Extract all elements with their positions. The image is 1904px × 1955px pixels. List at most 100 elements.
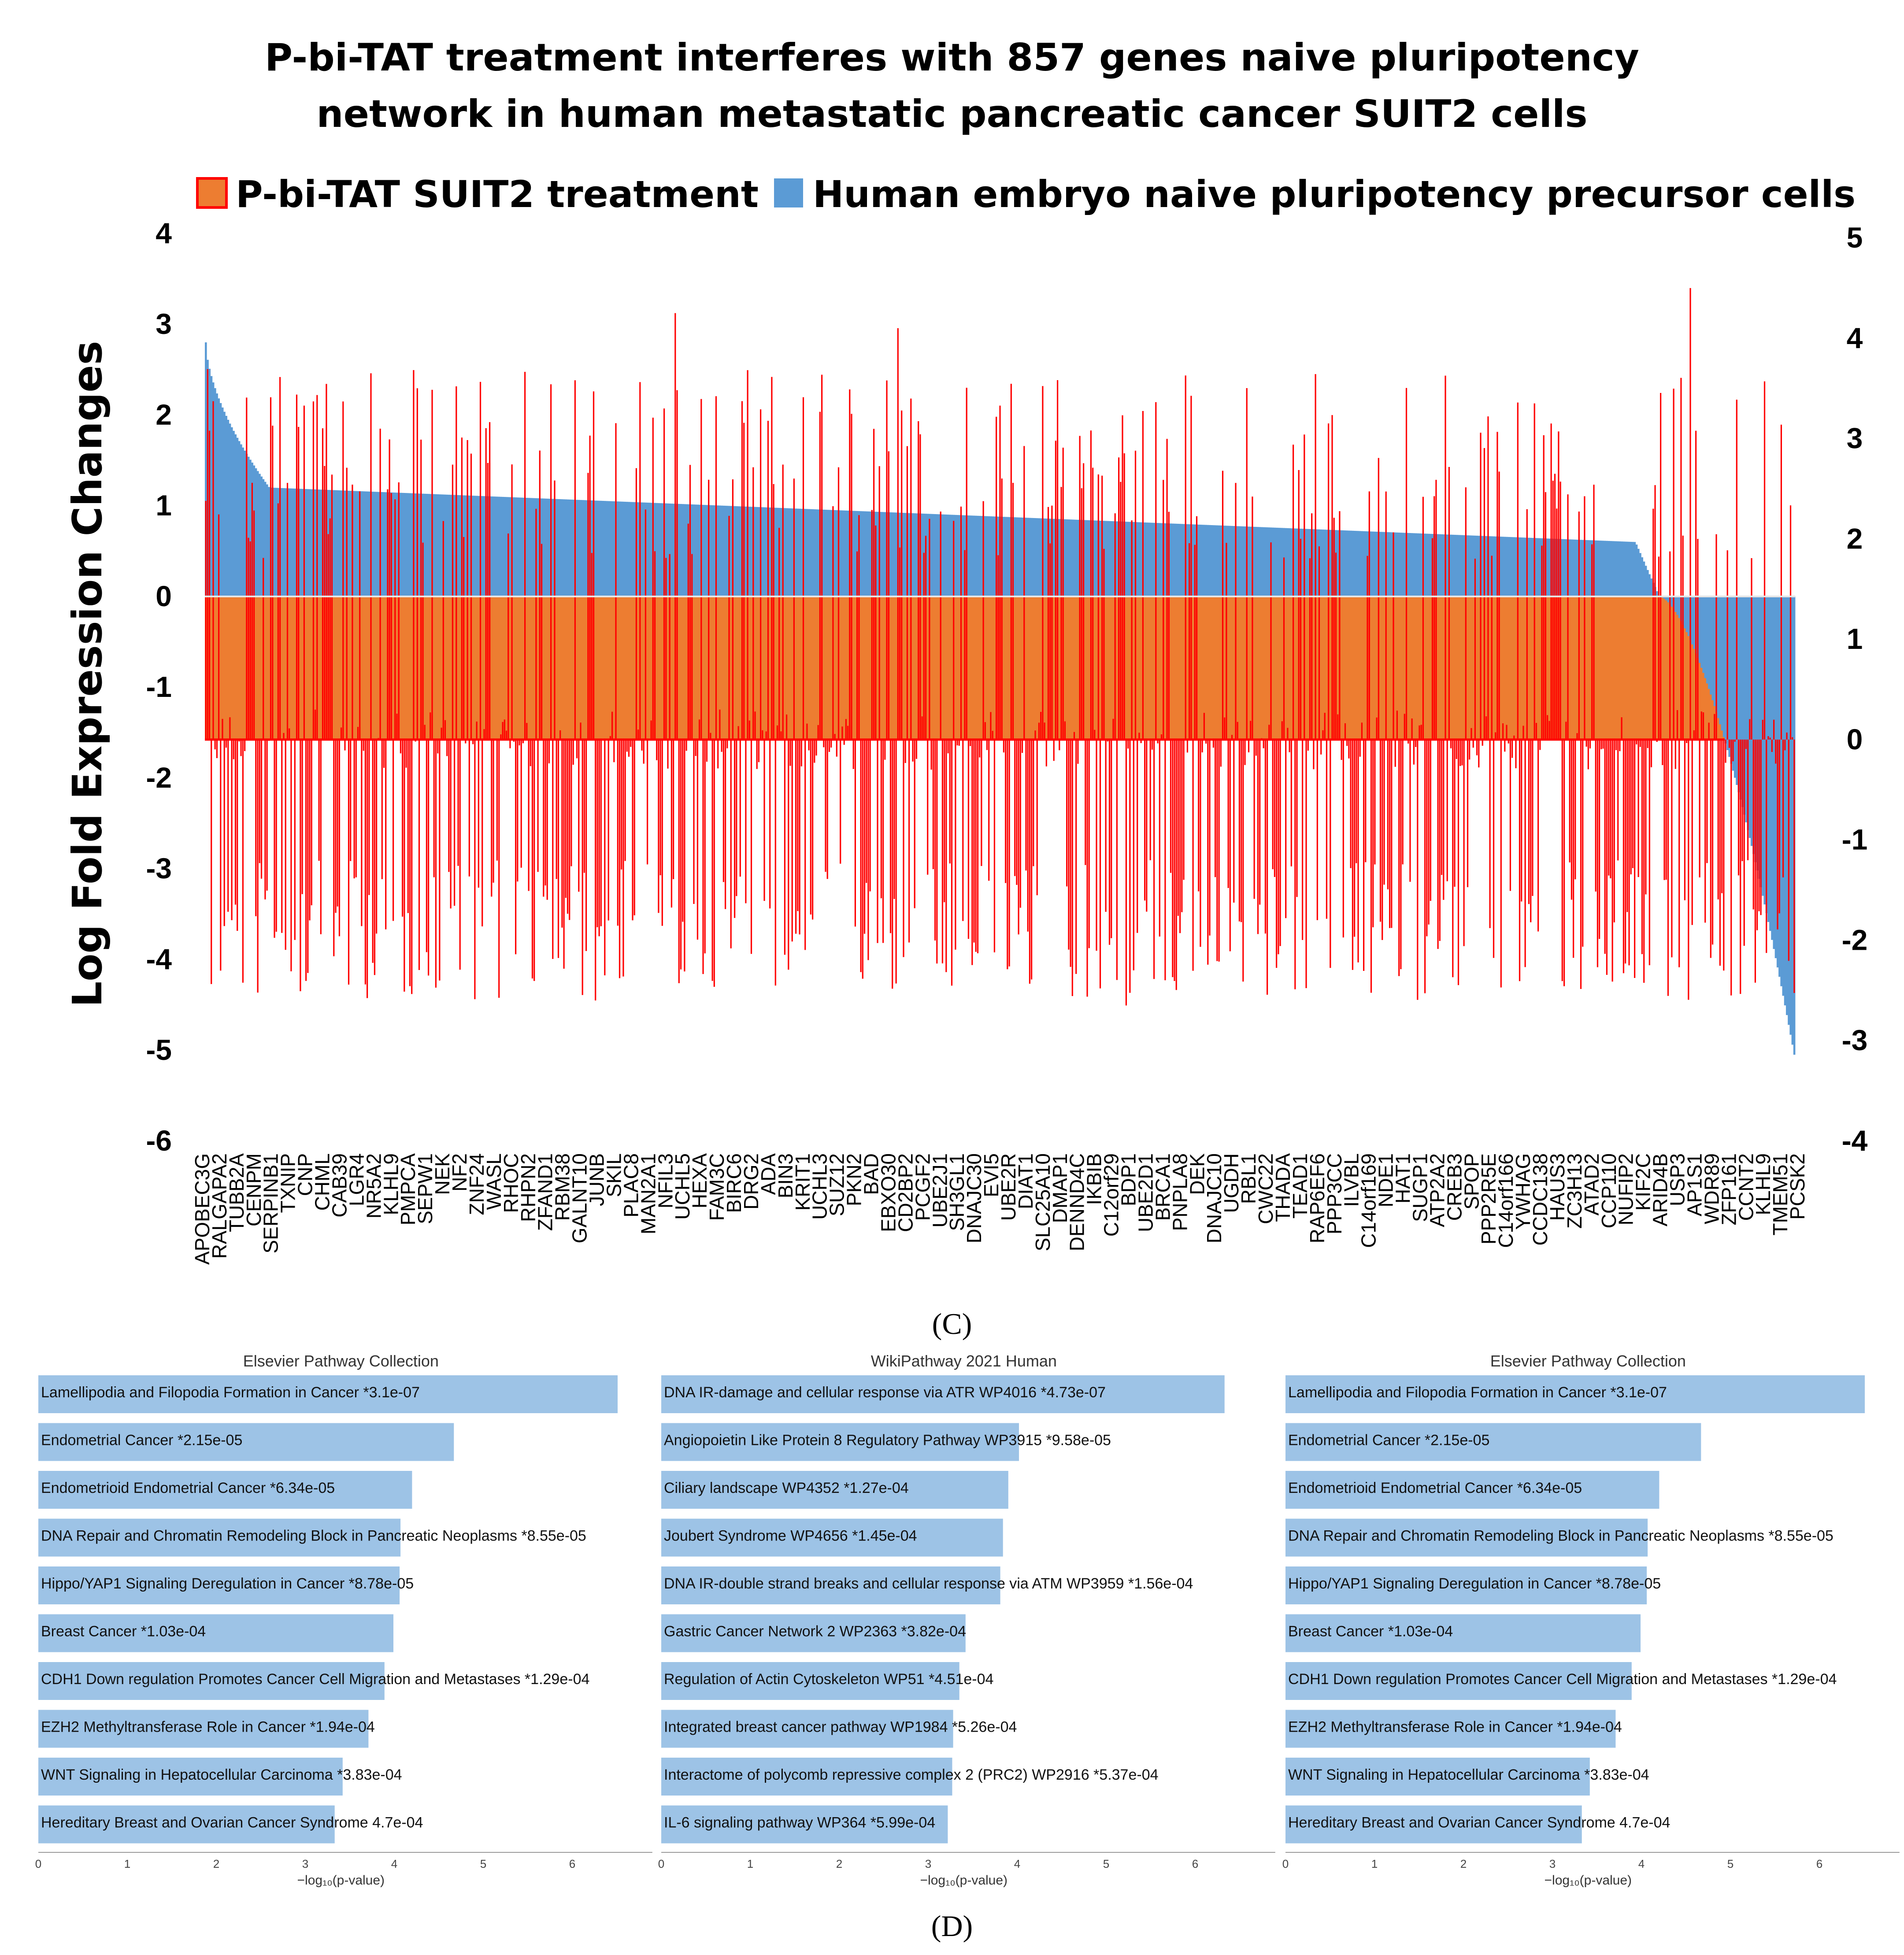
blue-bar bbox=[1519, 537, 1521, 596]
blue-bar bbox=[1756, 596, 1759, 871]
pathway-bar bbox=[38, 1566, 400, 1604]
blue-bar bbox=[761, 507, 764, 596]
blue-bar bbox=[643, 502, 645, 596]
blue-bar bbox=[1647, 570, 1649, 596]
blue-bar bbox=[1182, 524, 1185, 596]
pathway-bar-label: Gastric Cancer Network 2 WP2363 *3.82e-0… bbox=[664, 1623, 966, 1640]
blue-bar bbox=[1785, 596, 1788, 1015]
blue-bar bbox=[613, 501, 615, 596]
gene-label: SPOP bbox=[1460, 1153, 1483, 1210]
blue-bar bbox=[993, 516, 996, 596]
blue-bar bbox=[659, 503, 662, 596]
gene-label: CNP bbox=[294, 1153, 317, 1196]
gene-label: WDR89 bbox=[1700, 1153, 1723, 1224]
y-axis-label: Log Fold Expression Changes bbox=[64, 341, 111, 1007]
right-y-tick-label: 1 bbox=[1847, 622, 1863, 655]
blue-bar bbox=[1277, 528, 1280, 596]
blue-bar bbox=[1598, 541, 1601, 596]
blue-bar bbox=[260, 476, 263, 596]
blue-bar bbox=[266, 484, 268, 596]
blue-bar bbox=[1452, 534, 1454, 596]
blue-bar bbox=[411, 493, 413, 596]
gene-label: HEXA bbox=[688, 1153, 711, 1209]
blue-bar bbox=[1095, 520, 1098, 596]
blue-bar bbox=[711, 505, 714, 596]
gene-label: CCDC138 bbox=[1529, 1153, 1552, 1246]
blue-bar bbox=[349, 491, 352, 596]
blue-bar bbox=[556, 499, 558, 596]
blue-bar bbox=[854, 511, 856, 596]
blue-bar bbox=[216, 393, 218, 596]
blue-bar bbox=[440, 494, 443, 596]
blue-bar bbox=[1021, 517, 1024, 596]
blue-bar bbox=[533, 498, 536, 596]
gene-label: CCNT2 bbox=[1734, 1153, 1757, 1221]
blue-bar bbox=[320, 489, 322, 596]
blue-bar bbox=[247, 456, 250, 596]
blue-bar bbox=[1342, 530, 1345, 596]
blue-bar bbox=[401, 492, 404, 596]
gene-label: RHPN2 bbox=[517, 1153, 540, 1222]
blue-bar bbox=[1439, 534, 1441, 596]
blue-bar bbox=[1244, 526, 1246, 596]
gene-label: KLHL9 bbox=[379, 1153, 402, 1215]
blue-bar bbox=[1606, 541, 1608, 596]
pathway-bar-label: Breast Cancer *1.03e-04 bbox=[41, 1623, 206, 1640]
blue-bar bbox=[1711, 596, 1714, 700]
blue-bar bbox=[722, 505, 725, 596]
right-y-tick-label: -4 bbox=[1842, 1124, 1868, 1157]
blue-bar bbox=[1207, 525, 1209, 596]
blue-bar bbox=[483, 496, 485, 596]
pathway-panel-2: WikiPathway 2021 Human DNA IR-damage and … bbox=[658, 1352, 1275, 1888]
gene-label: PPP3CC bbox=[1323, 1153, 1346, 1234]
pathway-bar-label: Ciliary landscape WP4352 *1.27e-04 bbox=[664, 1480, 909, 1496]
gene-label: NFIL3 bbox=[654, 1153, 677, 1208]
blue-bar bbox=[911, 513, 914, 596]
blue-bar bbox=[1504, 537, 1506, 596]
blue-bar bbox=[1179, 524, 1182, 596]
blue-bar bbox=[683, 504, 686, 596]
blue-bar bbox=[1698, 596, 1701, 663]
blue-bar bbox=[504, 497, 506, 596]
blue-bar bbox=[969, 515, 972, 596]
blue-bar bbox=[285, 488, 287, 596]
gene-label: BIRC6 bbox=[722, 1153, 745, 1213]
pathway-bar bbox=[661, 1805, 948, 1844]
blue-bar bbox=[1108, 521, 1111, 596]
gene-label: C14orf166 bbox=[1494, 1153, 1517, 1248]
blue-bar bbox=[1249, 526, 1252, 596]
blue-bar bbox=[828, 510, 830, 596]
blue-bar bbox=[626, 502, 628, 596]
blue-bar bbox=[598, 500, 600, 596]
blue-bar bbox=[1240, 526, 1243, 596]
blue-bar bbox=[1739, 596, 1742, 800]
blue-bar bbox=[374, 492, 376, 596]
blue-bar bbox=[1621, 541, 1623, 596]
blue-bar bbox=[989, 516, 992, 596]
blue-bar bbox=[859, 511, 862, 596]
pathway-bar bbox=[1285, 1710, 1616, 1748]
blue-bar bbox=[1522, 537, 1525, 596]
blue-bar bbox=[702, 505, 704, 596]
blue-bar bbox=[1763, 596, 1766, 905]
right-y-tick-label: -2 bbox=[1842, 923, 1868, 956]
blue-bar bbox=[1717, 596, 1719, 718]
pathway-bar bbox=[1285, 1566, 1647, 1604]
blue-bar bbox=[1472, 535, 1474, 596]
pathway-bar-label: Interactome of polycomb repressive compl… bbox=[664, 1766, 1159, 1783]
pathway-x-tick: 3 bbox=[302, 1857, 308, 1870]
blue-bar bbox=[1363, 531, 1365, 596]
gene-label: ARID4B bbox=[1649, 1153, 1672, 1226]
pathway-x-tick: 6 bbox=[1192, 1857, 1198, 1870]
blue-bar bbox=[1470, 535, 1473, 596]
blue-bar bbox=[1734, 596, 1736, 778]
blue-bar bbox=[1722, 596, 1725, 737]
blue-bar bbox=[233, 431, 235, 596]
blue-bar bbox=[602, 500, 604, 596]
blue-bar bbox=[630, 502, 632, 596]
blue-bar bbox=[1160, 523, 1163, 596]
blue-bar bbox=[400, 492, 402, 596]
blue-bar bbox=[559, 499, 562, 596]
blue-bar bbox=[1774, 596, 1777, 959]
blue-bar bbox=[795, 508, 797, 596]
